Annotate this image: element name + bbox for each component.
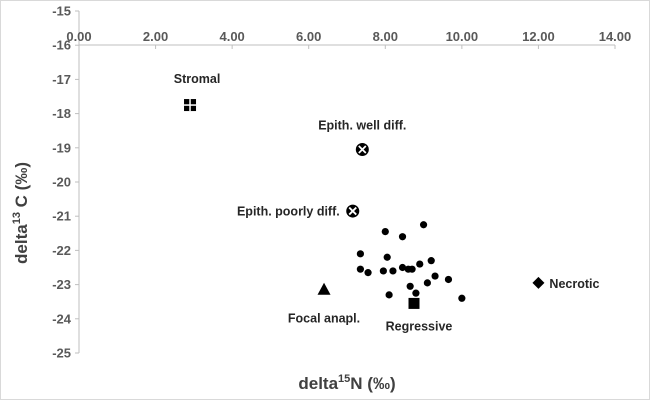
- data-point-circle: [385, 291, 393, 299]
- data-point-circle: [416, 260, 424, 268]
- data-point-circle: [458, 294, 466, 302]
- x-tick-label: 2.00: [143, 29, 168, 44]
- data-point-circle: [406, 282, 414, 290]
- data-point-circle: [398, 233, 407, 241]
- y-tick-label: -16: [52, 38, 71, 53]
- data-point-circle: [381, 227, 389, 236]
- data-point-circle-x: [355, 143, 369, 157]
- annotation-label: Epith. poorly diff.: [237, 205, 340, 219]
- annotation-label: Regressive: [386, 319, 453, 333]
- data-point-circle: [404, 265, 412, 273]
- y-tick-label: -23: [52, 277, 71, 292]
- y-tick-label: -17: [52, 72, 71, 87]
- data-point-circle: [389, 267, 397, 275]
- y-tick-label: -15: [52, 4, 71, 19]
- x-tick-label: 0.00: [66, 29, 91, 44]
- data-point-circle: [423, 279, 431, 287]
- data-point-circle: [427, 257, 435, 265]
- y-tick-label: -22: [52, 243, 71, 258]
- x-tick-label: 8.00: [373, 29, 398, 44]
- annotation-label: Epith. well diff.: [318, 119, 406, 133]
- data-point-circle: [431, 272, 439, 280]
- x-axis-title: delta15N (‰): [298, 373, 395, 393]
- data-point-circle: [379, 267, 387, 275]
- x-tick-labels: 0.00 2.00 4.00 6.00 8.00 10.00 12.00 14.00: [66, 29, 631, 49]
- data-point-circle: [364, 269, 372, 277]
- data-point-circle: [412, 289, 420, 297]
- data-point-triangle: [317, 282, 331, 295]
- annotations: Stromal Epith. well diff. Epith. poorly di…: [174, 72, 600, 333]
- x-tick-label: 14.00: [599, 29, 632, 44]
- y-axis-title: delta13 C (‰): [11, 162, 31, 264]
- y-tick-label: -25: [52, 346, 71, 361]
- x-tick-label: 6.00: [296, 29, 321, 44]
- y-tick-label: -20: [52, 175, 71, 190]
- data-point-circle: [383, 253, 391, 261]
- data-point-circle-x: [346, 204, 360, 218]
- data-point-circle: [398, 263, 407, 272]
- annotation-label: Stromal: [174, 72, 221, 86]
- y-tick-label: -19: [52, 140, 71, 155]
- data-point-circle: [444, 275, 453, 284]
- y-tick-label: -24: [52, 311, 72, 326]
- data-point-circle: [356, 265, 364, 273]
- annotation-label: Necrotic: [549, 277, 599, 291]
- data-point-diamond: [532, 276, 545, 289]
- y-tick-label: -21: [52, 209, 71, 224]
- y-tick-labels: -15 -16 -17 -18 -19 -20 -21 -22 -23 -24 -25: [52, 4, 79, 361]
- data-point-circle: [356, 250, 364, 258]
- x-tick-label: 4.00: [219, 29, 244, 44]
- x-tick-label: 10.00: [446, 29, 479, 44]
- x-tick-label: 12.00: [522, 29, 555, 44]
- data-point-square: [408, 297, 420, 309]
- data-point-square-cross: [184, 99, 197, 112]
- annotation-label: Focal anapl.: [288, 312, 360, 326]
- data-points: [184, 99, 545, 309]
- data-point-circle: [419, 221, 428, 229]
- y-tick-label: -18: [52, 106, 71, 121]
